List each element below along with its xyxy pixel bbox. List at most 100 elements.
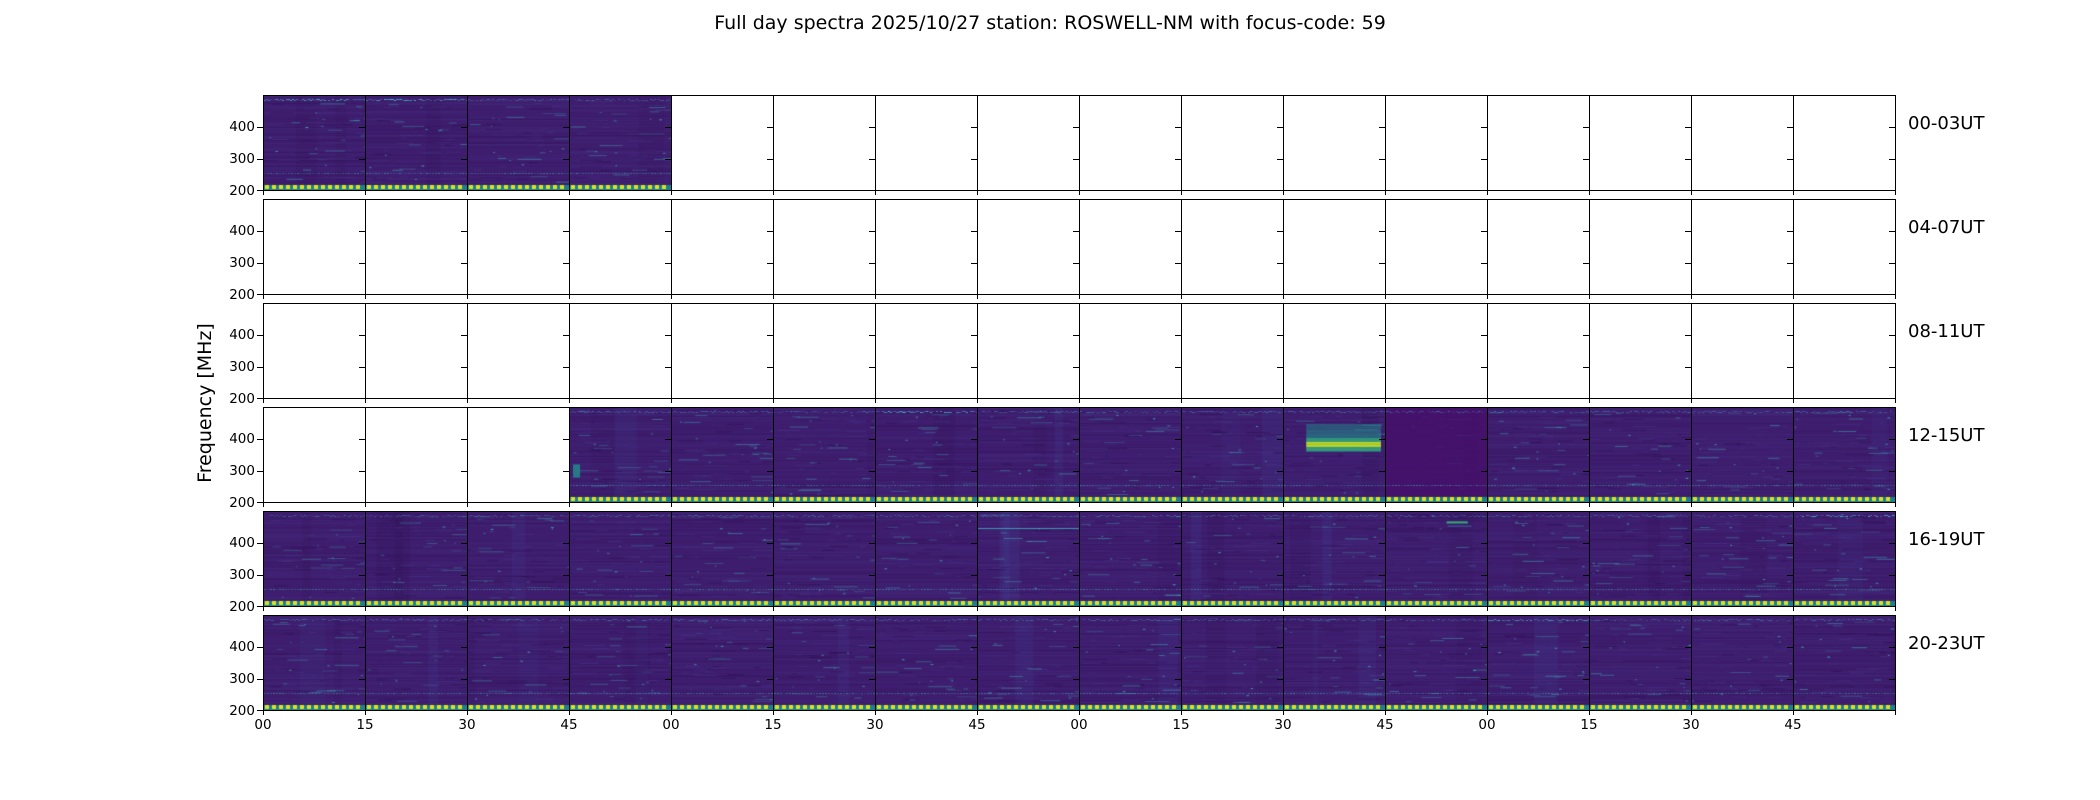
x-tick-mark: [1895, 191, 1896, 195]
x-tick-mark: [263, 711, 264, 715]
empty-segment: [1181, 303, 1284, 399]
y-tick-mark: [461, 543, 467, 544]
y-tick-mark: [1175, 679, 1181, 680]
spectrogram-canvas: [570, 512, 671, 606]
y-tick-mark: [869, 575, 875, 576]
y-tick-mark: [767, 335, 773, 336]
x-tick-label: 30: [1682, 717, 1700, 733]
y-tick-mark: [665, 231, 671, 232]
y-tick-mark: [767, 263, 773, 264]
y-tick-mark: [1481, 231, 1487, 232]
empty-segment: [773, 199, 876, 295]
spectrogram-canvas: [672, 512, 773, 606]
y-tick-label: 300: [229, 671, 255, 687]
y-tick-mark: [1787, 575, 1793, 576]
y-tick-mark: [359, 647, 365, 648]
empty-segment: [1691, 199, 1794, 295]
y-tick-label: 400: [229, 119, 255, 135]
y-tick-mark: [1481, 679, 1487, 680]
y-tick-mark: [359, 575, 365, 576]
spectrogram-canvas: [1182, 408, 1283, 502]
x-tick-mark: [569, 191, 570, 195]
y-tick-label: 400: [229, 327, 255, 343]
x-tick-label: 00: [1070, 717, 1088, 733]
x-tick-mark: [875, 711, 876, 715]
spectrogram-canvas: [672, 616, 773, 710]
spectrogram-segment: [1691, 407, 1794, 503]
y-tick-label: 400: [229, 535, 255, 551]
spectra-row-08-11UT: [257, 303, 1896, 403]
y-tick-mark: [359, 159, 365, 160]
y-tick-mark: [1787, 367, 1793, 368]
x-tick-mark: [671, 711, 672, 715]
y-tick-mark: [1685, 335, 1691, 336]
y-tick-mark: [257, 679, 263, 680]
spectrogram-canvas: [1182, 616, 1283, 710]
y-tick-mark: [359, 367, 365, 368]
y-tick-mark: [869, 647, 875, 648]
x-tick-label: 45: [560, 717, 578, 733]
spectrogram-segment: [875, 615, 978, 711]
spectrogram-segment: [875, 407, 978, 503]
y-tick-mark: [1379, 335, 1385, 336]
spectrogram-segment: [263, 95, 366, 191]
y-tick-mark: [1277, 439, 1283, 440]
y-tick-mark: [257, 127, 263, 128]
x-tick-mark: [1793, 191, 1794, 195]
spectrogram-segment: [569, 95, 672, 191]
x-tick-mark: [1283, 399, 1284, 403]
y-tick-mark: [1175, 471, 1181, 472]
y-tick-mark: [869, 159, 875, 160]
spectrogram-segment: [1385, 407, 1488, 503]
y-tick-mark: [767, 439, 773, 440]
x-tick-label: 45: [1784, 717, 1802, 733]
x-tick-mark: [1691, 503, 1692, 507]
empty-segment: [875, 199, 978, 295]
x-tick-mark: [1691, 295, 1692, 299]
y-tick-mark: [1073, 263, 1079, 264]
spectrogram-canvas: [1488, 408, 1589, 502]
y-tick-mark: [767, 367, 773, 368]
y-tick-label: 200: [229, 599, 255, 615]
x-tick-mark: [1487, 711, 1488, 715]
x-tick-mark: [365, 503, 366, 507]
y-tick-mark: [971, 543, 977, 544]
spectrogram-canvas: [1284, 408, 1385, 502]
y-tick-mark: [1175, 543, 1181, 544]
spectrogram-canvas: [1386, 616, 1487, 710]
y-tick-mark: [461, 367, 467, 368]
x-tick-mark: [1895, 607, 1896, 611]
y-tick-mark: [665, 543, 671, 544]
empty-segment: [467, 303, 570, 399]
x-tick-mark: [671, 191, 672, 195]
spectrogram-segment: [671, 407, 774, 503]
empty-segment: [1079, 95, 1182, 191]
spectrogram-segment: [1385, 511, 1488, 607]
spectrogram-segment: [1793, 407, 1896, 503]
spectrogram-canvas: [264, 512, 365, 606]
x-tick-label: 30: [458, 717, 476, 733]
y-tick-mark: [767, 647, 773, 648]
x-tick-mark: [1589, 711, 1590, 715]
y-tick-mark: [257, 502, 263, 503]
empty-segment: [1589, 95, 1692, 191]
y-tick-mark: [1889, 439, 1895, 440]
y-tick-mark: [461, 159, 467, 160]
x-tick-mark: [875, 503, 876, 507]
empty-segment: [1385, 199, 1488, 295]
empty-segment: [365, 407, 468, 503]
y-tick-mark: [869, 439, 875, 440]
y-tick-mark: [665, 367, 671, 368]
x-tick-mark: [1589, 607, 1590, 611]
y-tick-mark: [1685, 543, 1691, 544]
spectrogram-segment: [467, 511, 570, 607]
y-tick-mark: [1583, 647, 1589, 648]
y-tick-mark: [1277, 647, 1283, 648]
spectrogram-segment: [875, 511, 978, 607]
empty-segment: [977, 303, 1080, 399]
y-tick-mark: [1073, 647, 1079, 648]
y-tick-mark: [1277, 127, 1283, 128]
y-tick-mark: [665, 679, 671, 680]
y-tick-mark: [665, 263, 671, 264]
empty-segment: [1385, 95, 1488, 191]
